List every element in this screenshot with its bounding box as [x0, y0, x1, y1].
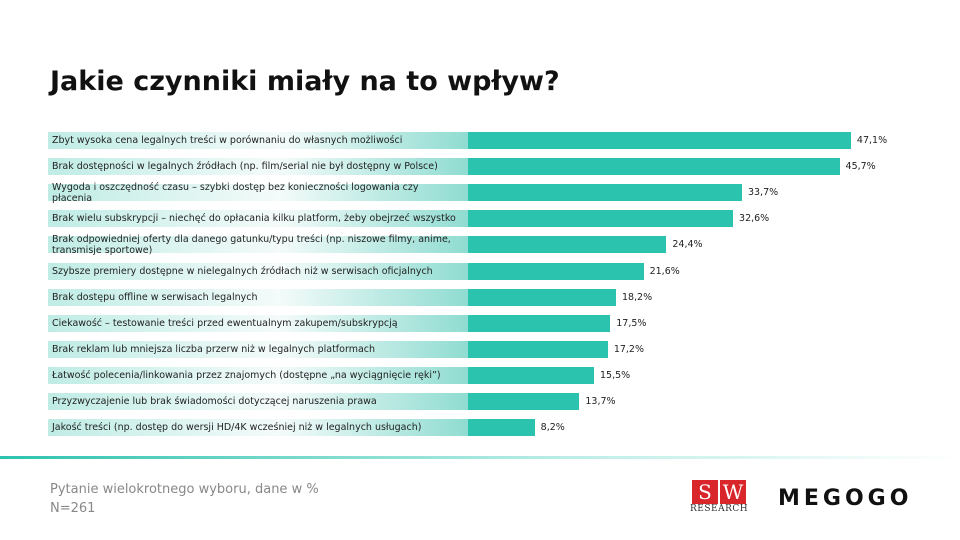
bar — [468, 288, 616, 306]
category-label: Łatwość polecenia/linkowania przez znajo… — [52, 369, 441, 381]
label-band — [48, 210, 468, 228]
category-label: Brak dostępu offline w serwisach legalny… — [52, 291, 258, 303]
value-label: 47,1% — [856, 135, 888, 146]
value-label: 17,5% — [616, 317, 647, 329]
bar — [468, 236, 667, 254]
label-band — [48, 393, 468, 410]
value-label: 17,2% — [613, 343, 645, 355]
category-label: Jakość treści (np. dostęp do wersji HD/4… — [52, 422, 422, 434]
value-label: 21,6% — [649, 265, 680, 277]
category-label: Przyzwyczajenie lub brak świadomości dot… — [52, 396, 377, 407]
logo-letter: S — [692, 480, 718, 504]
separator — [0, 456, 960, 459]
bar — [468, 314, 611, 332]
value-label: 24,4% — [672, 239, 703, 251]
value-label: 13,7% — [585, 396, 616, 407]
label-band — [48, 314, 468, 332]
category-label: Brak dostępności w legalnych źródłach (n… — [52, 161, 438, 173]
bar — [468, 262, 644, 280]
chart-title: Jakie czynniki miały na to wpływ? — [50, 66, 560, 97]
category-label: Wygoda i oszczędność czasu – szybki dost… — [52, 181, 419, 204]
label-band — [48, 184, 468, 202]
bar — [468, 366, 594, 384]
category-label: Ciekawość – testowanie treści przed ewen… — [52, 317, 398, 329]
bar — [468, 419, 535, 437]
value-label: 18,2% — [621, 291, 653, 303]
value-label: 33,7% — [747, 187, 779, 199]
category-label: Zbyt wysoka cena legalnych treści w poró… — [52, 135, 403, 146]
bar — [468, 210, 734, 228]
value-label: 8,2% — [540, 422, 565, 434]
note: Pytanie wielokrotnego wyboru, dane w % — [50, 482, 319, 497]
label-band — [48, 419, 468, 437]
category-label: Brak wielu subskrypcji – niechęć do opła… — [52, 213, 456, 225]
value-label: 15,5% — [600, 369, 631, 381]
category-label: Brak reklam lub mniejsza liczba przerw n… — [52, 343, 376, 355]
category-label: Szybsze premiery dostępne w nielegalnych… — [52, 265, 433, 277]
bar — [468, 340, 608, 358]
value-label: 32,6% — [739, 213, 770, 225]
sample-size: N=261 — [50, 501, 96, 516]
label-band — [48, 236, 468, 254]
bar — [468, 393, 580, 410]
label-band — [48, 262, 468, 280]
label-band — [48, 158, 468, 176]
logo-text: RESEARCH — [690, 504, 749, 514]
logo-letter: W — [720, 480, 746, 504]
label-band — [48, 366, 468, 384]
label-band — [48, 340, 468, 358]
label-band — [48, 132, 468, 149]
category-label: Brak odpowiedniej oferty dla danego gatu… — [52, 233, 451, 256]
bar — [468, 184, 742, 202]
bar — [468, 132, 851, 149]
value-label: 45,7% — [845, 161, 876, 173]
megogo-logo: MEGOGO — [778, 486, 913, 511]
label-band — [48, 288, 468, 306]
bar — [468, 158, 840, 176]
